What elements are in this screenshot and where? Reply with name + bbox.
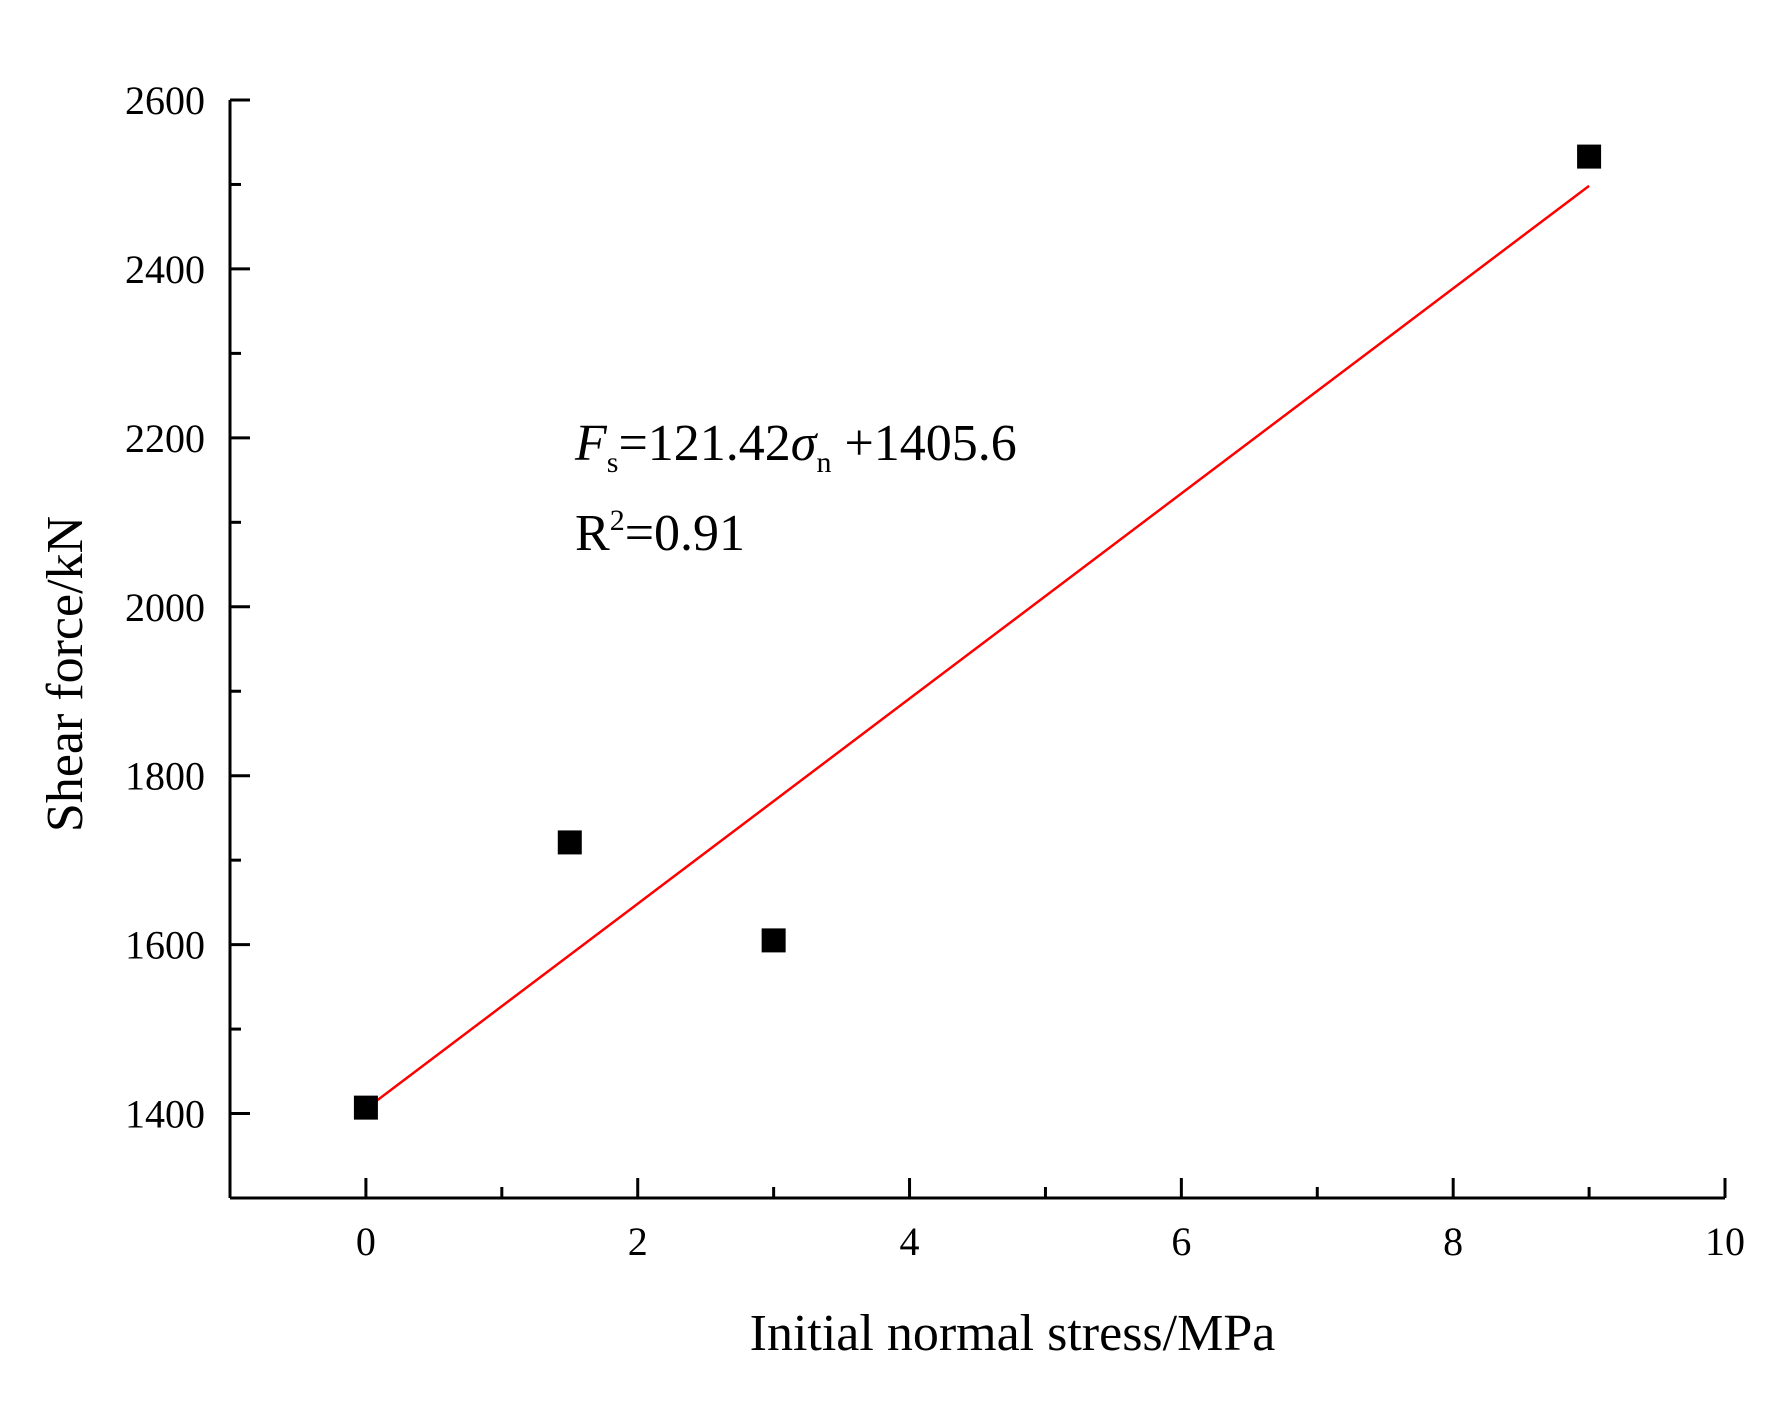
r-squared-label: R2=0.91 <box>575 504 745 562</box>
r2-value: =0.91 <box>625 505 745 562</box>
equation-sigma: σ <box>791 415 819 472</box>
y-axis-title: Shear force/kN <box>37 516 94 832</box>
equation-sigma-subscript: n <box>816 446 831 479</box>
equation-F-subscript: s <box>607 446 619 479</box>
data-point <box>1577 144 1602 169</box>
equation-tail: +1405.6 <box>831 415 1016 472</box>
data-point <box>353 1095 378 1120</box>
fit-line-layer <box>365 184 1590 1110</box>
equation-rhs: =121.42 <box>618 415 790 472</box>
r2-R: R <box>575 505 610 562</box>
equation-F: F <box>574 415 608 472</box>
x-tick-label: 4 <box>900 1219 920 1264</box>
y-tick-label: 2000 <box>125 585 205 630</box>
y-tick-label: 1400 <box>125 1092 205 1137</box>
y-tick-label: 2600 <box>125 78 205 123</box>
x-ticks: 0 2 4 6 8 10 <box>356 1178 1745 1264</box>
fit-equation: Fs=121.42σn +1405.6 <box>574 415 1017 479</box>
x-tick-label: 8 <box>1443 1219 1463 1264</box>
x-tick-label: 6 <box>1171 1219 1191 1264</box>
data-point <box>761 928 786 953</box>
y-tick-label: 2400 <box>125 247 205 292</box>
r2-superscript: 2 <box>610 504 625 537</box>
x-tick-label: 0 <box>356 1219 376 1264</box>
x-tick-label: 10 <box>1705 1219 1745 1264</box>
data-points <box>353 144 1602 1120</box>
y-ticks: 1400 1600 1800 2000 2200 2400 2600 <box>125 78 250 1137</box>
fit-line <box>365 184 1590 1110</box>
data-point <box>557 830 582 855</box>
y-tick-label: 1800 <box>125 754 205 799</box>
x-axis-title: Initial normal stress/MPa <box>750 1305 1276 1362</box>
y-tick-label: 2200 <box>125 416 205 461</box>
y-tick-label: 1600 <box>125 923 205 968</box>
x-tick-label: 2 <box>628 1219 648 1264</box>
